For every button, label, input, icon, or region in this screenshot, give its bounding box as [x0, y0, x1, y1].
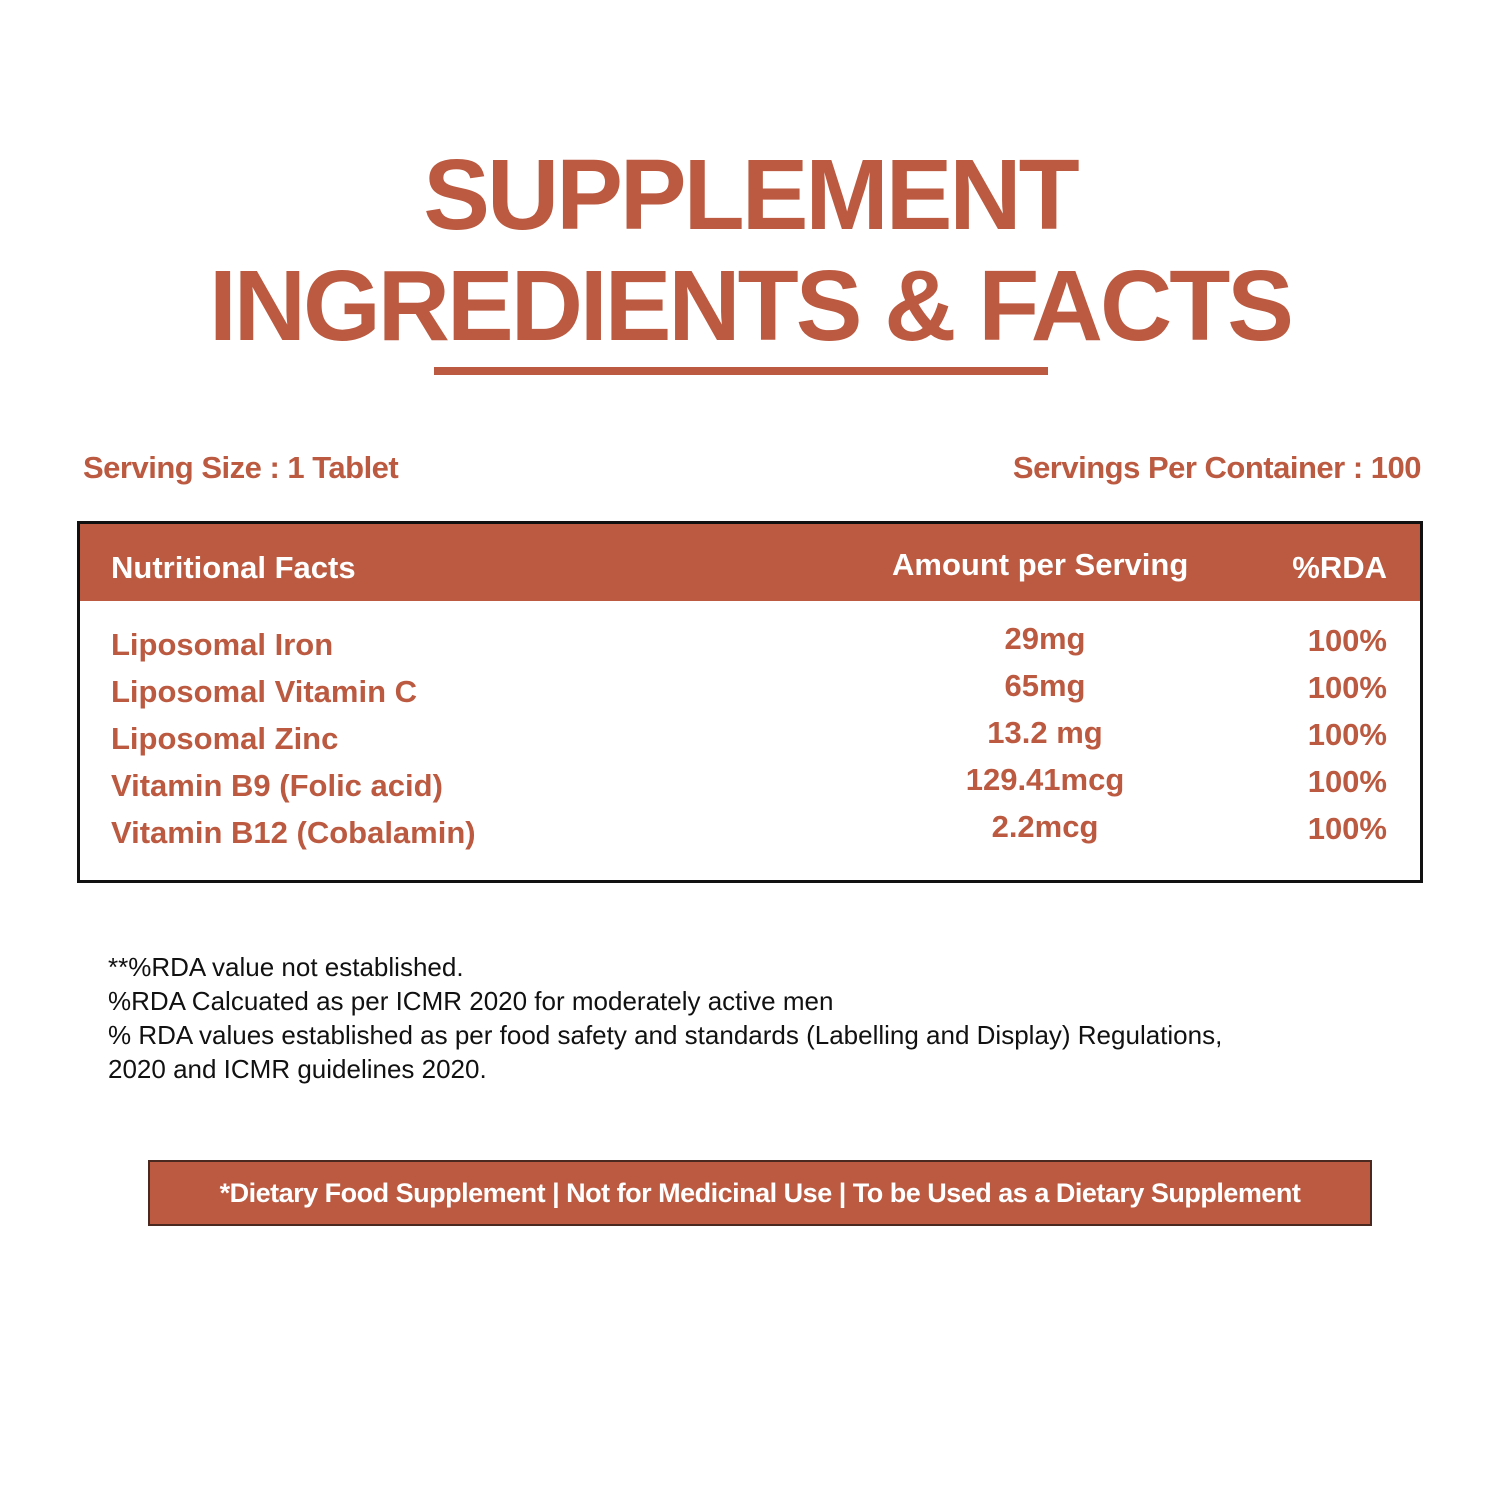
header-amount: Amount per Serving: [892, 547, 1189, 582]
footnote: % RDA values established as per food saf…: [108, 1020, 1223, 1050]
serving-size: Serving Size : 1 Tablet: [83, 450, 399, 485]
ingredient-name: Liposomal Vitamin C: [111, 674, 418, 709]
ingredient-rda: 100%: [1307, 811, 1387, 846]
footnotes: **%RDA value not established. %RDA Calcu…: [108, 950, 1222, 1086]
nutrition-table: Nutritional Facts Amount per Serving %RD…: [77, 521, 1423, 883]
ingredient-amount: 65mg: [1004, 668, 1086, 703]
table-row: Liposomal Iron 29mg 100%: [80, 621, 1420, 668]
title-line-2: INGREDIENTS & FACTS: [209, 250, 1294, 362]
title-underline: [434, 367, 1048, 375]
ingredient-name: Vitamin B9 (Folic acid): [111, 768, 443, 803]
ingredient-rda: 100%: [1307, 623, 1387, 658]
ingredient-amount: 129.41mcg: [965, 762, 1125, 797]
table-row: Vitamin B12 (Cobalamin) 2.2mcg 100%: [80, 809, 1420, 856]
footnote: **%RDA value not established.: [108, 952, 464, 982]
disclaimer-banner: *Dietary Food Supplement | Not for Medic…: [148, 1160, 1372, 1226]
ingredient-amount: 2.2mcg: [991, 809, 1099, 844]
ingredient-name: Liposomal Zinc: [111, 721, 339, 756]
ingredient-rda: 100%: [1307, 764, 1387, 799]
servings-per-container: Servings Per Container : 100: [1012, 450, 1422, 485]
title-line-1: SUPPLEMENT: [423, 139, 1079, 251]
table-row: Liposomal Zinc 13.2 mg 100%: [80, 715, 1420, 762]
table-row: Vitamin B9 (Folic acid) 129.41mcg 100%: [80, 762, 1420, 809]
header-nutritional-facts: Nutritional Facts: [111, 550, 356, 585]
ingredient-rda: 100%: [1307, 670, 1387, 705]
ingredient-amount: 13.2 mg: [987, 715, 1103, 750]
footnote: 2020 and ICMR guidelines 2020.: [108, 1054, 487, 1084]
header-rda: %RDA: [1292, 550, 1387, 585]
table-row: Liposomal Vitamin C 65mg 100%: [80, 668, 1420, 715]
footnote: %RDA Calcuated as per ICMR 2020 for mode…: [108, 986, 834, 1016]
ingredient-amount: 29mg: [1004, 621, 1086, 656]
ingredient-name: Vitamin B12 (Cobalamin): [111, 815, 476, 850]
ingredient-rda: 100%: [1307, 717, 1387, 752]
table-header: Nutritional Facts Amount per Serving %RD…: [80, 524, 1420, 601]
ingredient-name: Liposomal Iron: [111, 627, 334, 662]
